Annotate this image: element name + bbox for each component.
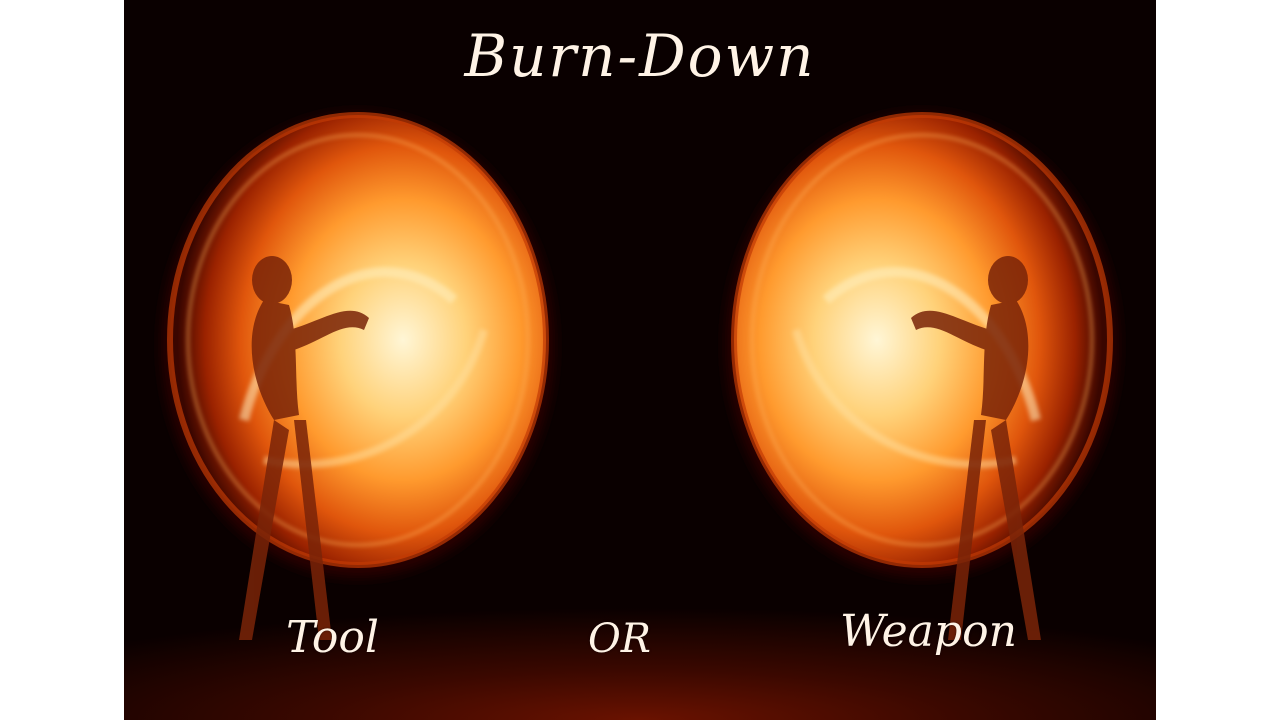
- left-dancer-silhouette: [239, 256, 369, 640]
- left-fire-ring: [162, 112, 554, 640]
- title-text: Burn-Down: [464, 22, 816, 90]
- left-label-tool: Tool: [286, 612, 379, 663]
- center-label-or: OR: [588, 616, 651, 662]
- ground-glow: [124, 560, 1156, 720]
- fire-artwork: [124, 112, 1156, 720]
- right-dancer-silhouette: [911, 256, 1041, 640]
- right-fire-ring: [726, 112, 1118, 640]
- fire-dancer-photo: Burn-Down Tool OR Weapon: [124, 0, 1156, 720]
- right-label-weapon: Weapon: [840, 606, 1017, 657]
